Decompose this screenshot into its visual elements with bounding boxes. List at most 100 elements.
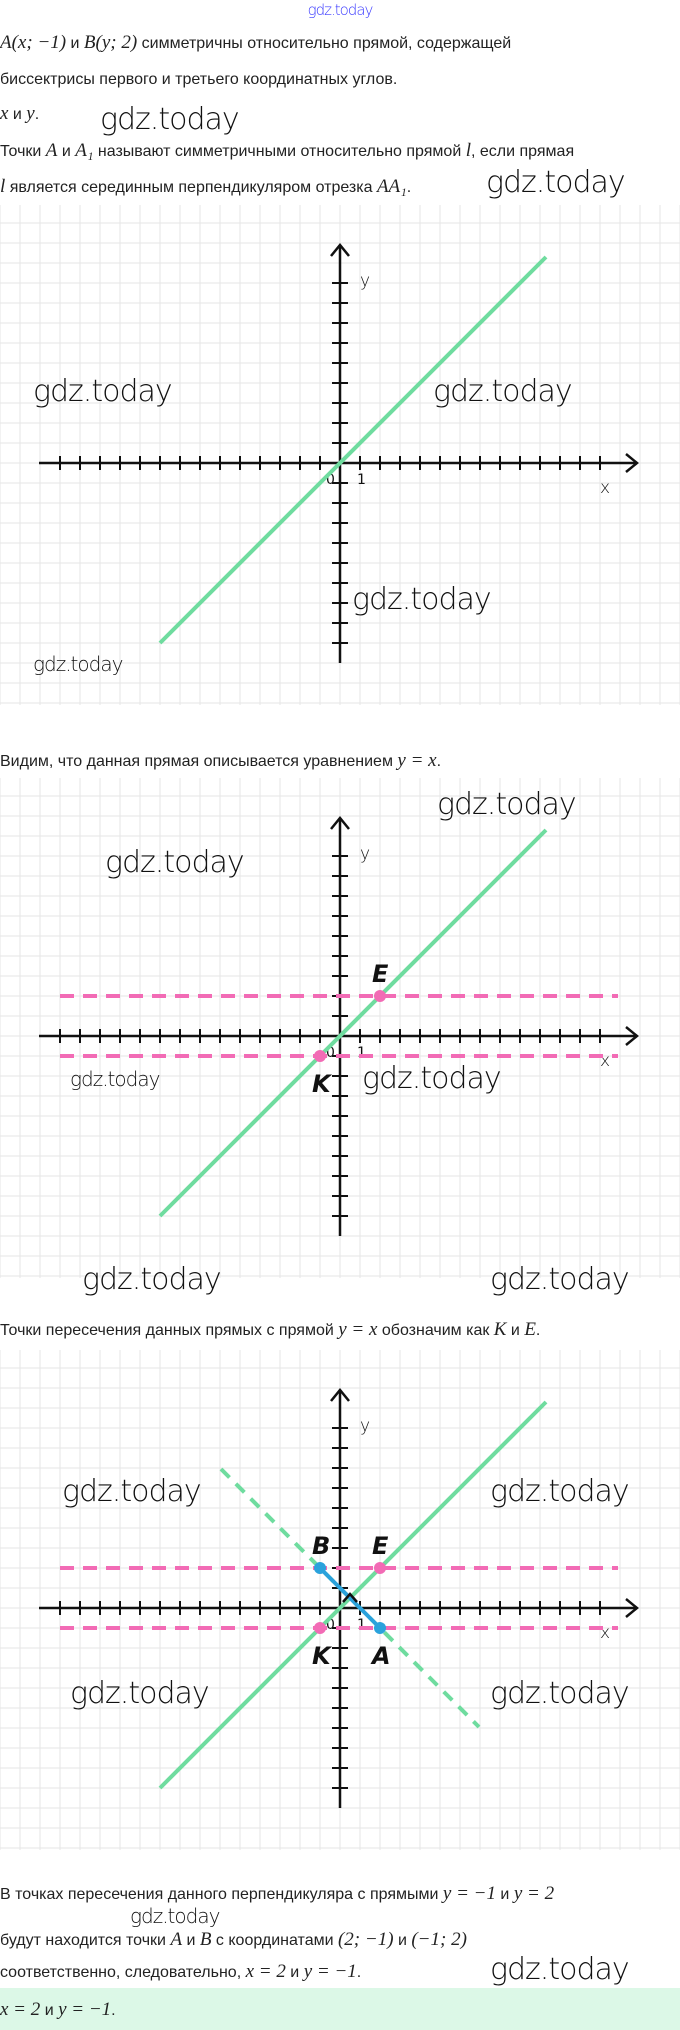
watermark-top: gdz.today	[307, 1, 374, 19]
watermark: gdz.today	[33, 374, 173, 409]
dashed-line	[219, 1467, 481, 1729]
graph-2-canvas: 0 1 x y E K	[0, 778, 680, 1278]
math-expression: y = −1	[442, 1883, 496, 1904]
graph-3: 0 1 x y B E K A gdz.today gdz.today gdz.today g…	[0, 1350, 680, 1850]
watermark: gdz.today	[352, 582, 492, 617]
x-axis-arrow-icon	[625, 1598, 639, 1618]
text-line-6: Видим, что данная прямая описывается ура…	[0, 751, 441, 772]
graph-3-canvas: 0 1 x y B E K A	[0, 1350, 680, 1850]
graph-1: 0 1 x y gdz.today gdz.today gdz.today gdz.t…	[0, 205, 680, 705]
x-axis-label: x	[600, 1623, 610, 1643]
text-segment: и	[285, 1964, 304, 1981]
text-segment: и	[8, 106, 27, 123]
math-expression: E	[524, 1319, 536, 1340]
text-line-2: биссектрисы первого и третьего координат…	[0, 70, 397, 90]
watermark: gdz.today	[486, 165, 626, 200]
math-expression: (2; −1)	[337, 1929, 394, 1950]
text-segment: .	[436, 753, 442, 770]
text-line-10: соответственно, следовательно, x = 2 и y…	[0, 1962, 361, 1983]
math-expression: y = −1	[58, 1999, 112, 2020]
watermark: gdz.today	[490, 1952, 630, 1987]
watermark: gdz.today	[70, 1676, 210, 1711]
origin-label: 0	[326, 472, 335, 488]
point-A	[374, 1622, 386, 1634]
text-line-8: В точках пересечения данного перпендикул…	[0, 1884, 554, 1905]
point-B	[314, 1562, 326, 1574]
text-segment: симметричны относительно прямой, содержа…	[137, 35, 512, 52]
y-axis-arrow-icon	[330, 1388, 350, 1402]
solid-line	[318, 1566, 382, 1630]
text-segment: , если прямая	[470, 143, 575, 160]
text-segment: и	[393, 1932, 412, 1949]
math-expression: l	[465, 140, 471, 161]
answer-box: x = 2 и y = −1.	[0, 1988, 680, 2030]
text-segment: называют симметричными относительно прям…	[93, 143, 466, 160]
math-expression: A	[170, 1929, 183, 1950]
origin-label: 0	[326, 1617, 335, 1633]
point-K	[314, 1050, 326, 1062]
text-segment: с координатами	[211, 1932, 338, 1949]
text-segment: В точках пересечения данного перпендикул…	[0, 1886, 443, 1903]
math-expression: A	[45, 140, 58, 161]
text-segment: и	[506, 1322, 525, 1339]
text-segment: обозначим как	[377, 1322, 494, 1339]
text-segment: будут находится точки	[0, 1932, 171, 1949]
y-axis-label: y	[360, 1416, 370, 1436]
math-expression: x	[0, 103, 9, 124]
math-expression: K	[493, 1319, 507, 1340]
text-segment: Видим, что данная прямая описывается ура…	[0, 753, 398, 770]
watermark: gdz.today	[82, 1262, 222, 1297]
math-expression: B	[199, 1929, 212, 1950]
text-line-3: x и y.	[0, 104, 39, 125]
math-expression: x = 2	[245, 1961, 286, 1982]
y-axis-label: y	[360, 844, 370, 864]
unit-label: 1	[357, 1617, 366, 1633]
math-expression: y	[26, 103, 35, 124]
text-line-1: A(x; −1) и B(y; 2) симметричны относител…	[0, 33, 511, 54]
watermark: gdz.today	[433, 374, 573, 409]
math-expression: x = 2	[0, 1999, 41, 2020]
math-expression: y = −1	[303, 1961, 357, 1982]
y-axis-label: y	[360, 271, 370, 291]
text-line-5: l является серединным перпендикуляром от…	[0, 177, 411, 198]
graph-2: 0 1 x y E K gdz.today gdz.today gdz.today gdz…	[0, 778, 680, 1296]
watermark: gdz.today	[100, 102, 240, 137]
text-segment: является серединным перпендикуляром отре…	[5, 179, 377, 196]
point-label-B: B	[312, 1532, 330, 1560]
text-segment: .	[535, 1322, 541, 1339]
math-expression: y = 2	[513, 1883, 555, 1904]
text-segment: .	[111, 2002, 116, 2019]
text-segment: и	[66, 35, 84, 52]
watermark: gdz.today	[105, 845, 245, 880]
x-axis-arrow-icon	[625, 453, 639, 473]
text-segment: .	[356, 1964, 362, 1981]
text-line-7: Точки пересечения данных прямых с прямой…	[0, 1320, 540, 1341]
text-segment: и	[182, 1932, 200, 1949]
point-label-K: K	[312, 1070, 333, 1098]
y-axis-arrow-icon	[330, 816, 350, 830]
x-axis-label: x	[600, 1051, 610, 1071]
solid-line	[158, 255, 548, 645]
origin-label: 0	[326, 1045, 335, 1061]
watermark: gdz.today	[437, 787, 577, 822]
point-K	[314, 1622, 326, 1634]
graph-1-canvas: 0 1 x y	[0, 205, 680, 705]
math-expression: AA₁	[376, 176, 407, 197]
point-label-K: K	[312, 1642, 333, 1670]
watermark: gdz.today	[490, 1676, 630, 1711]
text-segment: Точки пересечения данных прямых с прямой	[0, 1322, 339, 1339]
math-expression: A(x; −1)	[0, 32, 67, 53]
math-expression: A₁	[75, 140, 94, 161]
watermark: gdz.today	[62, 1474, 202, 1509]
point-label-A: A	[370, 1642, 391, 1670]
text-segment: Точки	[0, 143, 46, 160]
text-line-9: будут находится точки A и B с координата…	[0, 1930, 467, 1951]
math-expression: l	[0, 176, 6, 197]
unit-label: 1	[357, 1045, 366, 1061]
text-segment: .	[34, 106, 40, 123]
point-label-E: E	[372, 1532, 389, 1560]
x-axis-label: x	[600, 478, 610, 498]
point-E	[374, 990, 386, 1002]
text-segment: и	[40, 2002, 59, 2019]
answer-text: x = 2 и y = −1.	[0, 2000, 116, 2021]
